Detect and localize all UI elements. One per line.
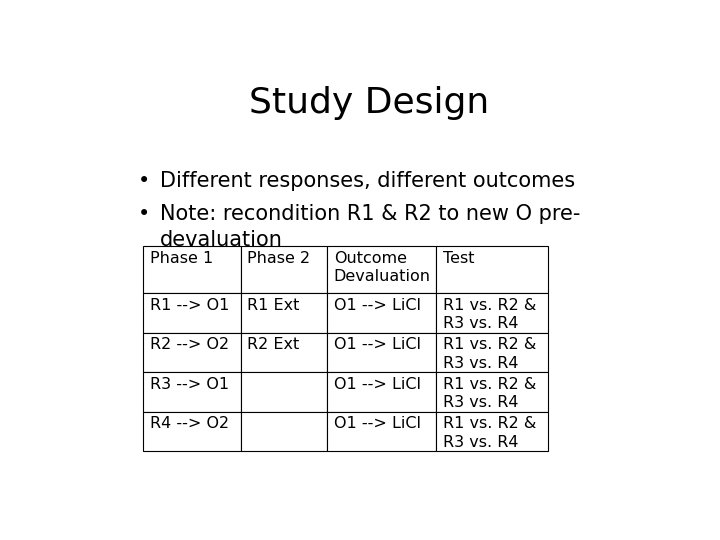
Text: Outcome
Devaluation: Outcome Devaluation — [334, 251, 431, 284]
Text: Phase 1: Phase 1 — [150, 251, 213, 266]
Bar — [436, 373, 548, 412]
Bar — [327, 412, 436, 451]
Text: R1 vs. R2 &
R3 vs. R4: R1 vs. R2 & R3 vs. R4 — [443, 337, 536, 371]
Bar — [143, 412, 240, 451]
Text: Different responses, different outcomes: Different responses, different outcomes — [160, 171, 575, 191]
Text: O1 --> LiCl: O1 --> LiCl — [334, 337, 421, 352]
Text: R1 vs. R2 &
R3 vs. R4: R1 vs. R2 & R3 vs. R4 — [443, 377, 536, 410]
Bar — [240, 333, 327, 373]
Bar — [240, 412, 327, 451]
Text: R3 --> O1: R3 --> O1 — [150, 377, 229, 392]
Bar — [436, 294, 548, 333]
Text: R1 --> O1: R1 --> O1 — [150, 298, 229, 313]
Bar — [436, 412, 548, 451]
Bar — [327, 246, 436, 294]
Bar — [143, 333, 240, 373]
Text: R1 vs. R2 &
R3 vs. R4: R1 vs. R2 & R3 vs. R4 — [443, 416, 536, 450]
Bar — [327, 333, 436, 373]
Bar — [436, 246, 548, 294]
Text: Phase 2: Phase 2 — [248, 251, 310, 266]
Text: R4 --> O2: R4 --> O2 — [150, 416, 229, 431]
Bar — [240, 373, 327, 412]
Text: R2 Ext: R2 Ext — [248, 337, 300, 352]
Text: O1 --> LiCl: O1 --> LiCl — [334, 298, 421, 313]
Text: Test: Test — [443, 251, 474, 266]
Bar — [143, 246, 240, 294]
Bar — [240, 246, 327, 294]
Text: R1 vs. R2 &
R3 vs. R4: R1 vs. R2 & R3 vs. R4 — [443, 298, 536, 331]
Text: Note: recondition R1 & R2 to new O pre-
devaluation: Note: recondition R1 & R2 to new O pre- … — [160, 204, 580, 251]
Text: O1 --> LiCl: O1 --> LiCl — [334, 377, 421, 392]
Bar — [143, 294, 240, 333]
Text: •: • — [138, 204, 150, 224]
Bar — [327, 294, 436, 333]
Text: R1 Ext: R1 Ext — [248, 298, 300, 313]
Bar — [143, 373, 240, 412]
Text: Study Design: Study Design — [249, 85, 489, 119]
Bar — [327, 373, 436, 412]
Text: O1 --> LiCl: O1 --> LiCl — [334, 416, 421, 431]
Bar — [240, 294, 327, 333]
Text: R2 --> O2: R2 --> O2 — [150, 337, 229, 352]
Text: •: • — [138, 171, 150, 191]
Bar — [436, 333, 548, 373]
